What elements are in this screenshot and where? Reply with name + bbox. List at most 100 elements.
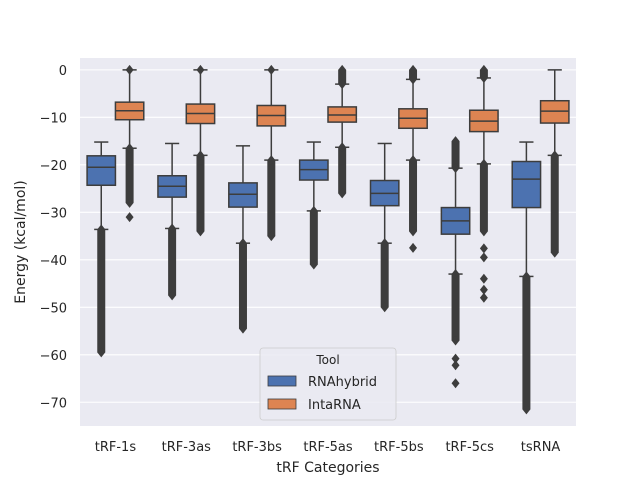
outlier-point — [267, 64, 276, 75]
outliers-low-cap-bottom — [267, 231, 276, 242]
y-tick-label: −70 — [40, 396, 67, 411]
x-tick-label: tRF-3bs — [232, 440, 282, 455]
outlier-point — [451, 353, 460, 364]
outliers-low-cap-top — [267, 155, 276, 166]
outlier-point — [451, 378, 460, 389]
legend-label-intarna: IntaRNA — [308, 398, 361, 413]
legend: Tool RNAhybrid IntaRNA — [259, 347, 397, 421]
outliers-low-cap-top — [550, 150, 559, 161]
outliers-low-band — [380, 243, 389, 308]
outlier-point — [451, 360, 460, 371]
outliers-low-cap-bottom — [338, 188, 347, 199]
x-tick-labels: tRF-1s tRF-3as tRF-3bs tRF-5as tRF-5bs tRF-5c… — [95, 440, 561, 455]
series-rnahybrid — [86, 136, 542, 415]
box-rnahybrid-trf-5bs — [369, 142, 400, 313]
outliers-low-cap-top — [125, 143, 134, 154]
outliers-low-cap-bottom — [380, 302, 389, 313]
outliers-low-cap-top — [451, 269, 460, 280]
outlier-point — [125, 64, 134, 75]
box-intarna-trf-3as — [185, 64, 216, 237]
outliers-low-cap-top — [309, 205, 318, 216]
x-tick-label: tRF-5cs — [445, 440, 494, 455]
y-tick-label: −30 — [40, 206, 67, 221]
box-rnahybrid-trf-3as — [157, 142, 188, 301]
outliers-low-band — [409, 160, 418, 232]
outliers-low-cap-top — [338, 142, 347, 153]
outliers-low-band — [338, 147, 347, 194]
box-rnahybrid-tsrna — [511, 141, 542, 415]
outlier-point — [196, 64, 205, 75]
y-tick-label: −40 — [40, 254, 67, 269]
outliers-low-band — [550, 155, 559, 253]
outliers-low-cap-top — [196, 150, 205, 161]
x-tick-label: tRF-5bs — [374, 440, 424, 455]
y-tick-label: 0 — [59, 64, 67, 79]
x-tick-label: tsRNA — [521, 440, 561, 455]
x-tick-label: tRF-3as — [162, 440, 212, 455]
outliers-low-band — [196, 155, 205, 232]
series-intarna — [114, 64, 570, 303]
box-intarna-trf-3bs — [256, 64, 287, 242]
outlier-point — [479, 243, 488, 254]
box-rnahybrid-trf-3bs — [228, 145, 258, 334]
x-tick-label: tRF-1s — [95, 440, 137, 455]
y-tick-label: −60 — [40, 349, 67, 364]
box-intarna-trf-5cs — [468, 64, 499, 303]
outliers-high-band — [451, 141, 460, 169]
outliers-high-cap-bottom — [338, 79, 347, 90]
outliers-low-cap-bottom — [451, 335, 460, 346]
outliers-low-cap-top — [479, 158, 488, 169]
outliers-low-cap-bottom — [522, 404, 531, 415]
outliers-low-cap-top — [97, 224, 106, 235]
outliers-low-cap-top — [409, 155, 418, 166]
outliers-low-cap-top — [380, 238, 389, 249]
y-tick-labels: 0 −10 −20 −30 −40 −50 −60 −70 — [40, 64, 67, 411]
outliers-low-cap-bottom — [479, 226, 488, 237]
legend-label-rnahybrid: RNAhybrid — [308, 375, 377, 390]
legend-swatch-intarna — [267, 398, 297, 410]
outliers-high-band — [338, 69, 347, 85]
box-intarna-trf-1s — [114, 64, 145, 223]
outlier-point — [479, 252, 488, 263]
outliers-low-cap-top — [522, 271, 531, 282]
outliers-low-cap-bottom — [125, 197, 134, 208]
outliers-low-cap-top — [168, 223, 177, 234]
outliers-high-cap-bottom — [479, 72, 488, 83]
outliers-high-cap-top — [338, 64, 347, 75]
outlier-point — [409, 242, 418, 253]
y-tick-label: −20 — [40, 159, 67, 174]
box-rnahybrid-trf-5cs — [440, 136, 471, 389]
box-rnahybrid-trf-5as — [298, 141, 329, 270]
y-axis-label: Energy (kcal/mol) — [13, 180, 29, 303]
box-intarna-tsrna — [539, 69, 570, 258]
y-tick-label: −50 — [40, 301, 67, 316]
outliers-low-band — [238, 243, 247, 329]
outliers-low-band — [479, 163, 488, 232]
outlier-point — [479, 284, 488, 295]
x-tick-label: tRF-5as — [303, 440, 353, 455]
outliers-low-band — [522, 276, 531, 410]
outlier-point — [479, 273, 488, 284]
outliers-low-cap-bottom — [309, 259, 318, 270]
outliers-low-cap-top — [238, 238, 247, 249]
box-intarna-trf-5bs — [398, 64, 428, 253]
outliers-low-cap-bottom — [238, 323, 247, 334]
outliers-high-cap-bottom — [451, 163, 460, 174]
legend-title: Tool — [315, 353, 339, 367]
outliers-low-band — [97, 229, 106, 353]
outlier-point — [125, 212, 134, 223]
box-body — [86, 155, 117, 187]
outliers-high-cap-top — [451, 136, 460, 147]
outliers-low-band — [125, 148, 134, 203]
outliers-low-band — [309, 210, 318, 265]
legend-swatch-rnahybrid — [267, 375, 297, 387]
outliers-low-cap-bottom — [409, 226, 418, 237]
y-tick-label: −10 — [40, 111, 67, 126]
outliers-low-cap-bottom — [97, 347, 106, 358]
x-axis-label: tRF Categories — [276, 460, 379, 476]
outliers-low-cap-bottom — [550, 247, 559, 258]
outlier-point — [479, 292, 488, 303]
box-intarna-trf-5as — [327, 64, 358, 199]
outliers-low-cap-bottom — [168, 290, 177, 301]
